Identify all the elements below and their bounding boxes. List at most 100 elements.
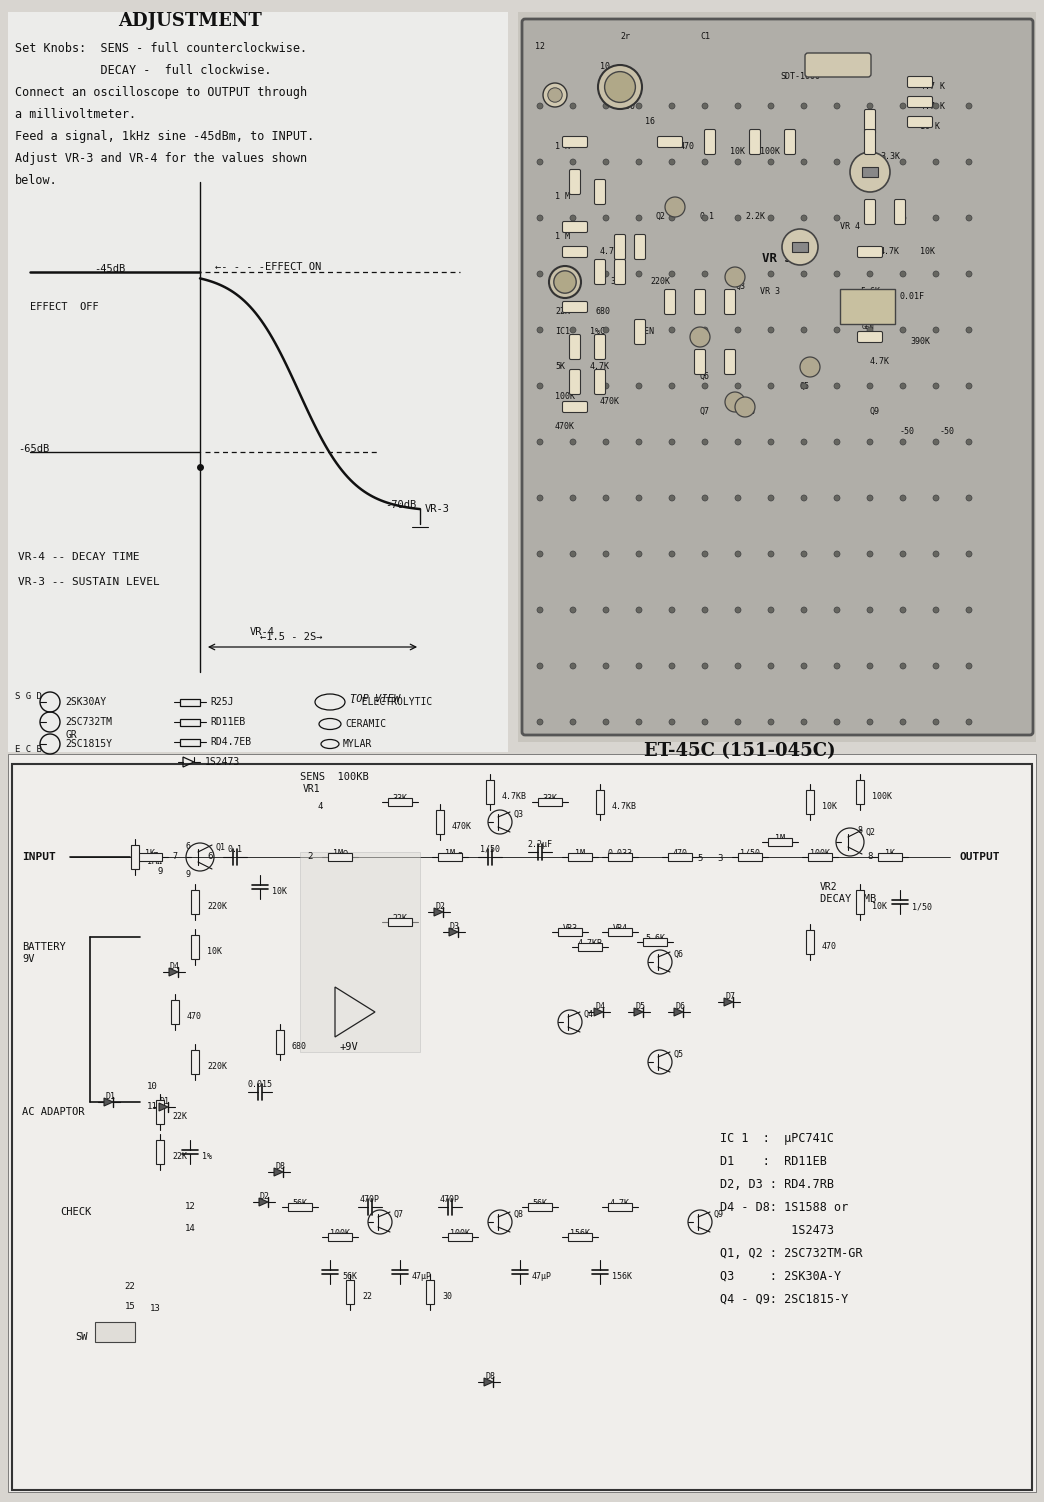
Text: 0.033: 0.033 (608, 849, 633, 858)
Text: GEN: GEN (861, 324, 875, 330)
Circle shape (801, 270, 807, 276)
Text: VR 3: VR 3 (762, 252, 792, 264)
Circle shape (669, 383, 675, 389)
Circle shape (867, 327, 873, 333)
Text: 22: 22 (124, 1283, 136, 1292)
FancyBboxPatch shape (738, 853, 762, 861)
Text: 1/50: 1/50 (480, 846, 500, 855)
Circle shape (735, 215, 741, 221)
Text: 47μP: 47μP (412, 1272, 432, 1281)
FancyBboxPatch shape (856, 891, 864, 915)
Circle shape (768, 607, 774, 613)
Circle shape (702, 551, 708, 557)
Circle shape (669, 607, 675, 613)
Text: 470: 470 (680, 143, 695, 152)
Text: 10: 10 (146, 1081, 158, 1090)
Circle shape (867, 662, 873, 668)
Bar (862, 167, 878, 177)
Text: 22: 22 (362, 1292, 372, 1301)
Circle shape (570, 270, 576, 276)
Text: 2SK30AY: 2SK30AY (65, 697, 106, 707)
Circle shape (669, 439, 675, 445)
Circle shape (801, 383, 807, 389)
Circle shape (933, 215, 939, 221)
Text: 5.6K: 5.6K (860, 287, 880, 296)
FancyBboxPatch shape (288, 1203, 312, 1211)
Text: 1S2473: 1S2473 (720, 1224, 834, 1238)
Text: Q9: Q9 (870, 407, 880, 416)
Text: Q1: Q1 (216, 843, 226, 852)
Text: D7: D7 (725, 991, 735, 1000)
Text: 1 M: 1 M (555, 192, 570, 201)
Text: 9V: 9V (22, 954, 34, 964)
Circle shape (966, 215, 972, 221)
Text: Q7: Q7 (699, 407, 710, 416)
Text: ←1.5 - 2S→: ←1.5 - 2S→ (260, 632, 323, 641)
Circle shape (933, 327, 939, 333)
FancyBboxPatch shape (569, 335, 580, 359)
FancyBboxPatch shape (864, 129, 876, 155)
Text: RD11EB: RD11EB (210, 716, 245, 727)
Text: Connect an oscilloscope to OUTPUT through: Connect an oscilloscope to OUTPUT throug… (15, 86, 307, 99)
Text: 4.7KB: 4.7KB (612, 802, 637, 811)
Text: 8: 8 (868, 852, 873, 861)
Bar (180, 739, 200, 745)
Circle shape (669, 159, 675, 165)
Text: VR-4 -- DECAY TIME: VR-4 -- DECAY TIME (18, 553, 140, 562)
Circle shape (735, 607, 741, 613)
Circle shape (966, 327, 972, 333)
Circle shape (768, 159, 774, 165)
Circle shape (702, 215, 708, 221)
Text: 16: 16 (645, 117, 655, 126)
Text: Q8: Q8 (514, 1211, 524, 1220)
Circle shape (669, 215, 675, 221)
Text: VR-3: VR-3 (425, 505, 450, 514)
Circle shape (801, 327, 807, 333)
FancyBboxPatch shape (518, 12, 1036, 742)
FancyBboxPatch shape (864, 200, 876, 224)
FancyBboxPatch shape (328, 1233, 352, 1241)
Circle shape (966, 270, 972, 276)
Text: SW: SW (110, 1332, 120, 1341)
Text: 22K: 22K (172, 1152, 187, 1161)
Circle shape (604, 72, 636, 102)
Text: 33K: 33K (543, 795, 557, 804)
Circle shape (867, 719, 873, 725)
Text: 0.01F: 0.01F (900, 291, 925, 300)
Circle shape (702, 496, 708, 502)
Circle shape (570, 496, 576, 502)
Circle shape (900, 607, 906, 613)
Text: 1K: 1K (885, 849, 895, 858)
Circle shape (636, 496, 642, 502)
Text: 1%C: 1%C (590, 327, 606, 336)
Polygon shape (674, 1008, 683, 1015)
Text: D5: D5 (635, 1002, 645, 1011)
Text: 220K: 220K (207, 1062, 227, 1071)
Circle shape (834, 719, 840, 725)
Text: D2: D2 (260, 1193, 270, 1202)
Text: 1/50: 1/50 (912, 903, 932, 912)
Text: 0.1: 0.1 (228, 846, 242, 855)
Circle shape (549, 266, 582, 297)
Text: GEN: GEN (640, 327, 655, 336)
Text: Q4 - Q9: 2SC1815-Y: Q4 - Q9: 2SC1815-Y (720, 1293, 848, 1307)
Circle shape (867, 215, 873, 221)
Text: 5.6K: 5.6K (645, 934, 665, 943)
Text: 680: 680 (595, 306, 610, 315)
Circle shape (834, 439, 840, 445)
Text: D6: D6 (675, 1002, 685, 1011)
Text: SDT-1000: SDT-1000 (780, 72, 820, 81)
Polygon shape (104, 1098, 113, 1105)
Circle shape (702, 159, 708, 165)
FancyBboxPatch shape (907, 77, 932, 87)
Text: 1 K: 1 K (555, 143, 570, 152)
Circle shape (768, 719, 774, 725)
Circle shape (553, 270, 576, 293)
Text: 10K: 10K (920, 246, 935, 255)
Text: -45dB: -45dB (94, 264, 125, 273)
FancyBboxPatch shape (635, 234, 645, 260)
Text: Set Knobs:  SENS - full counterclockwise.: Set Knobs: SENS - full counterclockwise. (15, 42, 307, 56)
Text: 1M: 1M (775, 834, 785, 843)
FancyBboxPatch shape (750, 129, 760, 155)
Text: -50: -50 (900, 427, 915, 436)
